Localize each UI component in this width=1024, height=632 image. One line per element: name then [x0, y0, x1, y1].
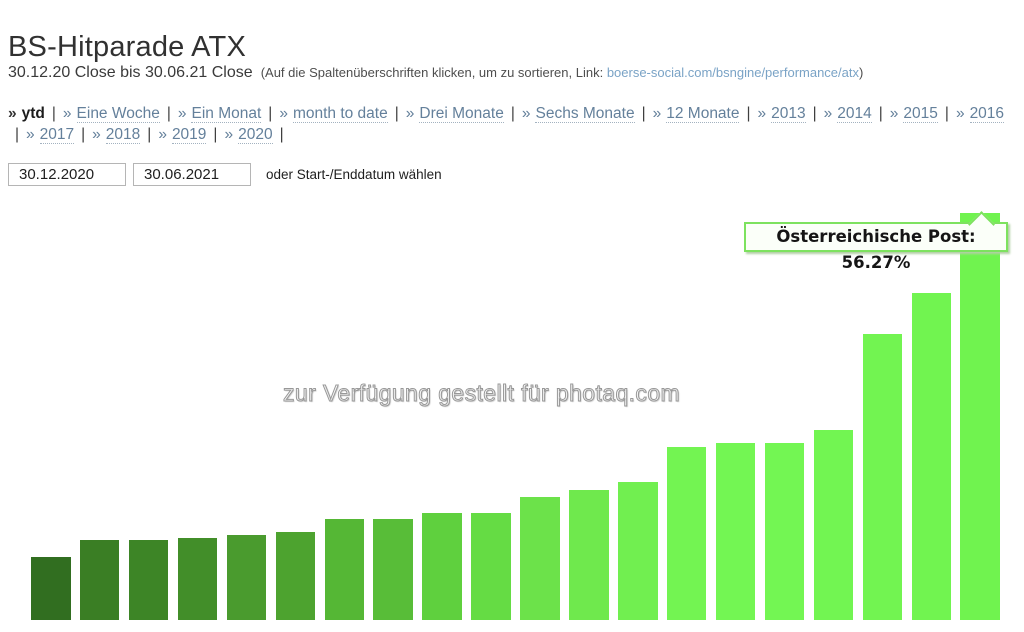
nav-item-label: Drei Monate — [419, 105, 504, 123]
chevrons-right-icon: » — [8, 105, 17, 122]
performance-bar-chart — [0, 200, 1024, 620]
nav-separator: | — [51, 105, 56, 122]
bar-18[interactable] — [862, 334, 903, 620]
nav-item-label: 2020 — [238, 126, 273, 144]
bar-8[interactable] — [373, 519, 413, 620]
nav-item-label: Sechs Monate — [535, 105, 635, 123]
date-controls: oder Start-/Enddatum wählen — [8, 163, 442, 186]
bar-1[interactable] — [31, 557, 71, 620]
nav-separator: | — [213, 126, 218, 143]
nav-separator: | — [812, 105, 817, 122]
chevrons-right-icon: » — [92, 126, 101, 143]
nav-separator: | — [641, 105, 646, 122]
nav-separator: | — [166, 105, 171, 122]
nav-separator: | — [746, 105, 751, 122]
nav-item-month-to-date[interactable]: » month to date — [279, 105, 388, 123]
sort-hint-text: (Auf die Spaltenüberschriften klicken, u… — [260, 65, 864, 80]
nav-item-label: 2015 — [903, 105, 938, 123]
nav-separator: | — [15, 126, 20, 143]
chevrons-right-icon: » — [279, 105, 288, 122]
nav-separator: | — [81, 126, 86, 143]
bar-16[interactable] — [764, 443, 805, 620]
bar-11[interactable] — [520, 497, 560, 620]
chart-tooltip: Österreichische Post: 56.27% — [744, 211, 1008, 272]
watermark: zur Verfügung gestellt für photaq.com — [282, 380, 681, 407]
bar-13[interactable] — [618, 482, 658, 620]
chevrons-right-icon: » — [177, 105, 187, 122]
nav-item-2019[interactable]: » 2019 — [158, 126, 207, 144]
chevrons-right-icon: » — [955, 105, 965, 122]
nav-item-drei-monate[interactable]: » Drei Monate — [405, 105, 504, 123]
chevrons-right-icon: » — [889, 105, 899, 122]
bar-5[interactable] — [226, 535, 267, 620]
nav-item-2014[interactable]: » 2014 — [823, 105, 872, 123]
bar-9[interactable] — [422, 513, 462, 620]
chevrons-right-icon: » — [62, 105, 72, 122]
nav-item-label: Eine Woche — [76, 105, 160, 123]
chevrons-right-icon: » — [757, 105, 767, 122]
nav-separator: | — [510, 105, 515, 122]
nav-item-2013[interactable]: » 2013 — [757, 105, 806, 123]
nav-item-label: ytd — [21, 105, 45, 122]
chevrons-right-icon: » — [405, 105, 415, 122]
nav-item-label: 2016 — [969, 105, 1005, 123]
performance-link[interactable]: boerse-social.com/bsngine/performance/at… — [606, 65, 859, 80]
bar-3[interactable] — [128, 540, 169, 620]
bar-17[interactable] — [813, 430, 854, 620]
tooltip-text: Österreichische Post: 56.27% — [776, 227, 976, 272]
nav-item-label: Ein Monat — [191, 105, 262, 123]
nav-item-ytd[interactable]: » ytd — [8, 105, 45, 122]
bar-6[interactable] — [275, 532, 316, 620]
nav-item-2020[interactable]: » 2020 — [224, 126, 273, 144]
nav-item-label: month to date — [292, 105, 388, 123]
nav-separator: | — [147, 126, 152, 143]
nav-item-label: 12 Monate — [666, 105, 740, 123]
chevrons-right-icon: » — [224, 126, 234, 143]
bar-14[interactable] — [666, 447, 707, 620]
chevrons-right-icon: » — [26, 126, 35, 143]
nav-item-2018[interactable]: » 2018 — [92, 126, 141, 144]
nav-item-12-monate[interactable]: » 12 Monate — [652, 105, 740, 123]
nav-item-eine-woche[interactable]: » Eine Woche — [62, 105, 160, 123]
nav-separator: | — [268, 105, 273, 122]
nav-item-label: 2013 — [771, 105, 806, 123]
bar-10[interactable] — [471, 513, 511, 620]
start-date-input[interactable] — [8, 163, 126, 186]
bar-4[interactable] — [177, 538, 218, 620]
chevrons-right-icon: » — [652, 105, 662, 122]
bar-19[interactable] — [911, 293, 952, 620]
nav-item-2015[interactable]: » 2015 — [889, 105, 938, 123]
chevrons-right-icon: » — [158, 126, 167, 143]
nav-separator: | — [394, 105, 399, 122]
nav-item-label: 2014 — [837, 105, 872, 123]
bar-2[interactable] — [79, 540, 120, 620]
nav-item-2016[interactable]: » 2016 — [955, 105, 1005, 123]
nav-item-sechs-monate[interactable]: » Sechs Monate — [521, 105, 635, 123]
date-hint-label: oder Start-/Enddatum wählen — [266, 167, 442, 182]
chevrons-right-icon: » — [823, 105, 833, 122]
nav-item-ein-monat[interactable]: » Ein Monat — [177, 105, 262, 123]
page-title: BS-Hitparade ATX — [8, 31, 246, 64]
bar-12[interactable] — [569, 490, 609, 620]
nav-separator: | — [878, 105, 883, 122]
nav-separator: | — [944, 105, 949, 122]
nav-item-label: 2017 — [39, 126, 75, 144]
nav-item-2017[interactable]: » 2017 — [26, 126, 75, 144]
period-nav: » ytd |» Eine Woche |» Ein Monat |» month to da… — [8, 103, 1012, 145]
nav-separator: | — [279, 126, 284, 143]
bar-7[interactable] — [324, 519, 365, 620]
chevrons-right-icon: » — [521, 105, 531, 122]
date-range-subtitle: 30.12.20 Close bis 30.06.21 Close (Auf d… — [8, 64, 863, 82]
nav-item-label: 2019 — [171, 126, 207, 144]
bar-15[interactable] — [715, 443, 756, 620]
end-date-input[interactable] — [133, 163, 251, 186]
nav-item-label: 2018 — [105, 126, 141, 144]
date-range-text: 30.12.20 Close bis 30.06.21 Close — [8, 64, 253, 81]
bar-20[interactable] — [960, 213, 1000, 620]
